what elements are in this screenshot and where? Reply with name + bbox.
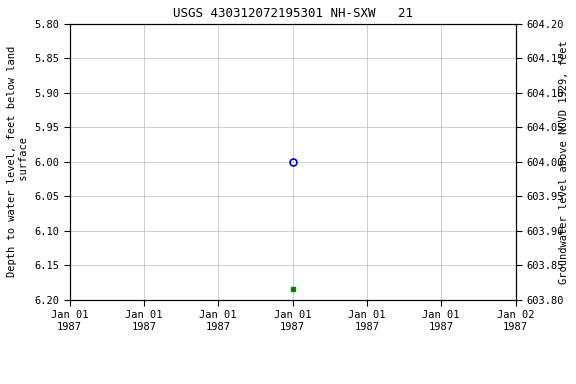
Y-axis label: Depth to water level, feet below land
 surface: Depth to water level, feet below land su… xyxy=(7,46,29,277)
Y-axis label: Groundwater level above NGVD 1929, feet: Groundwater level above NGVD 1929, feet xyxy=(559,40,569,283)
Title: USGS 430312072195301 NH-SXW   21: USGS 430312072195301 NH-SXW 21 xyxy=(173,7,412,20)
